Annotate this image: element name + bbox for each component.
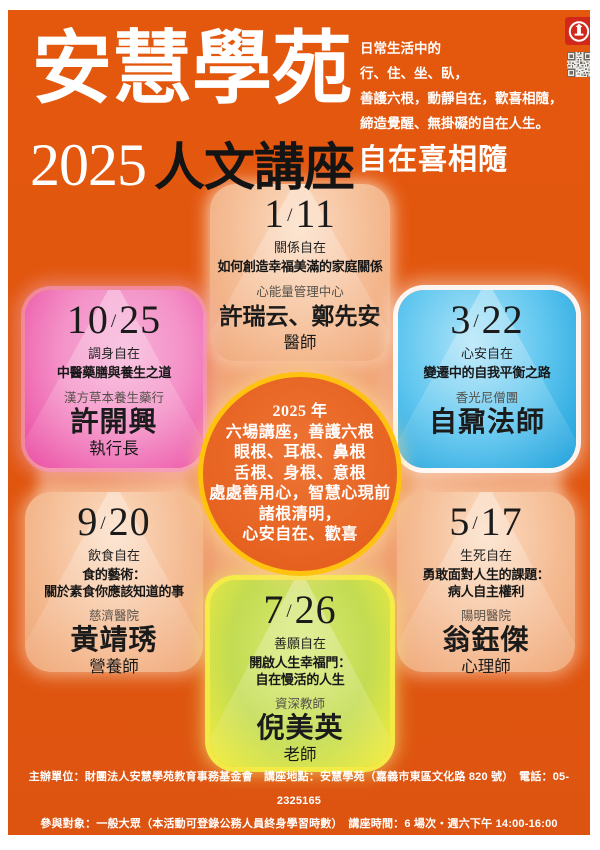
poster-subtitle-row: 2025 人文講座 [30, 126, 355, 200]
center-summary-text: 2025 年 六場講座，善護六根 眼根、耳根、鼻根 舌根、身根、意根 處處善用心… [209, 403, 391, 544]
lecture-org: 資深教師 [274, 697, 325, 712]
lecture-date: 9/20 [77, 499, 151, 544]
lecture-topic: 如何創造幸福美滿的家庭關係 [217, 259, 383, 275]
lecture-theme: 心安自在 [460, 346, 513, 362]
lecture-speaker: 許瑞云、鄭先安 [219, 303, 381, 329]
poster-year: 2025 [30, 132, 147, 198]
lecture-card-7-26: 7/26 善願自在 開啟人生幸福門： 自在慢活的人生 資深教師 倪美英 老師 [210, 580, 390, 767]
lecture-speaker: 倪美英 [256, 713, 344, 745]
lecture-topic: 勇敢面對人生的課題： 病人自主權利 [422, 567, 550, 599]
poster: 安慧學苑 2025 人文講座 自在喜相隨 日常生活中的 行、住、坐、臥， 善護六… [8, 10, 590, 835]
lecture-theme: 善願自在 [273, 636, 326, 652]
lecture-date: 7/26 [263, 587, 337, 632]
lecture-role: 老師 [283, 745, 317, 765]
lecture-date: 3/22 [450, 297, 524, 342]
lecture-role: 執行長 [89, 438, 139, 458]
poster-footer: 主辦單位：財團法人安慧學苑教育事務基金會 講座地點：安慧學苑（嘉義市東區文化路 … [8, 766, 590, 835]
date-slash: / [473, 311, 480, 333]
lecture-topic: 食的藝術： 關於素食你應該知道的事 [44, 567, 184, 599]
poster-intro: 日常生活中的 行、住、坐、臥， 善護六根，動靜自在，歡喜相隨， 締造覺醒、無掛礙… [360, 41, 563, 131]
qr-code-icon [567, 52, 590, 77]
lecture-topic: 變遷中的自我平衡之路 [423, 365, 551, 381]
lecture-speaker: 黃靖琇 [70, 625, 158, 657]
lecture-date: 5/17 [449, 499, 523, 544]
lecture-date: 10/25 [66, 297, 162, 342]
poster-title: 安慧學苑 [32, 26, 352, 114]
footer-organizer-line: 主辦單位：財團法人安慧學苑教育事務基金會 講座地點：安慧學苑（嘉義市東區文化路 … [28, 771, 570, 807]
center-summary-circle: 2025 年 六場講座，善護六根 眼根、耳根、鼻根 舌根、身根、意根 處處善用心… [198, 372, 402, 576]
lecture-org: 漢方草本養生藥行 [63, 390, 164, 405]
lecture-topic: 開啟人生幸福門： 自在慢活的人生 [249, 655, 351, 687]
lecture-card-9-20: 9/20 飲食自在 食的藝術： 關於素食你應該知道的事 慈濟醫院 黃靖琇 營養師 [25, 492, 203, 676]
lecture-org: 慈濟醫院 [88, 609, 139, 624]
footer-audience-line: 參與對象：一般大眾（本活動可登錄公務人員終身學習時數） 講座時間：6 場次‧週六… [40, 818, 558, 830]
lecture-speaker: 翁鈺傑 [442, 625, 530, 657]
lecture-card-10-25: 10/25 調身自在 中醫藥膳與養生之道 漢方草本養生藥行 許開興 執行長 [25, 290, 203, 468]
lecture-card-1-11: 1/11 關係自在 如何創造幸福美滿的家庭關係 心能量管理中心 許瑞云、鄭先安 … [210, 184, 390, 361]
lecture-theme: 生死自在 [459, 548, 512, 564]
lecture-theme: 關係自在 [273, 240, 326, 256]
lecture-role: 營養師 [89, 657, 139, 677]
lecture-card-5-17: 5/17 生死自在 勇敢面對人生的課題： 病人自主權利 陽明醫院 翁鈺傑 心理師 [397, 492, 575, 676]
date-slash: / [110, 311, 118, 333]
lecture-org: 陽明醫院 [460, 609, 511, 624]
lecture-role: 醫師 [283, 332, 317, 352]
temple-logo-icon [565, 17, 590, 45]
lecture-speaker: 自鼐法師 [428, 406, 545, 438]
lecture-topic: 中醫藥膳與養生之道 [56, 365, 172, 381]
lecture-date: 1/11 [264, 191, 336, 236]
date-slash: / [100, 513, 107, 535]
poster-tagline: 自在喜相隨 [358, 144, 509, 176]
lecture-theme: 飲食自在 [87, 548, 140, 564]
lecture-org: 香光尼僧團 [455, 390, 519, 405]
lecture-theme: 調身自在 [87, 346, 140, 362]
lecture-org: 心能量管理中心 [256, 284, 344, 299]
date-slash: / [287, 205, 294, 227]
lecture-card-3-22: 3/22 心安自在 變遷中的自我平衡之路 香光尼僧團 自鼐法師 [398, 290, 576, 468]
poster-series: 人文講座 [154, 141, 355, 197]
lecture-speaker: 許開興 [70, 406, 158, 438]
date-slash: / [472, 513, 479, 535]
date-slash: / [286, 601, 293, 623]
lecture-role: 心理師 [461, 657, 511, 677]
